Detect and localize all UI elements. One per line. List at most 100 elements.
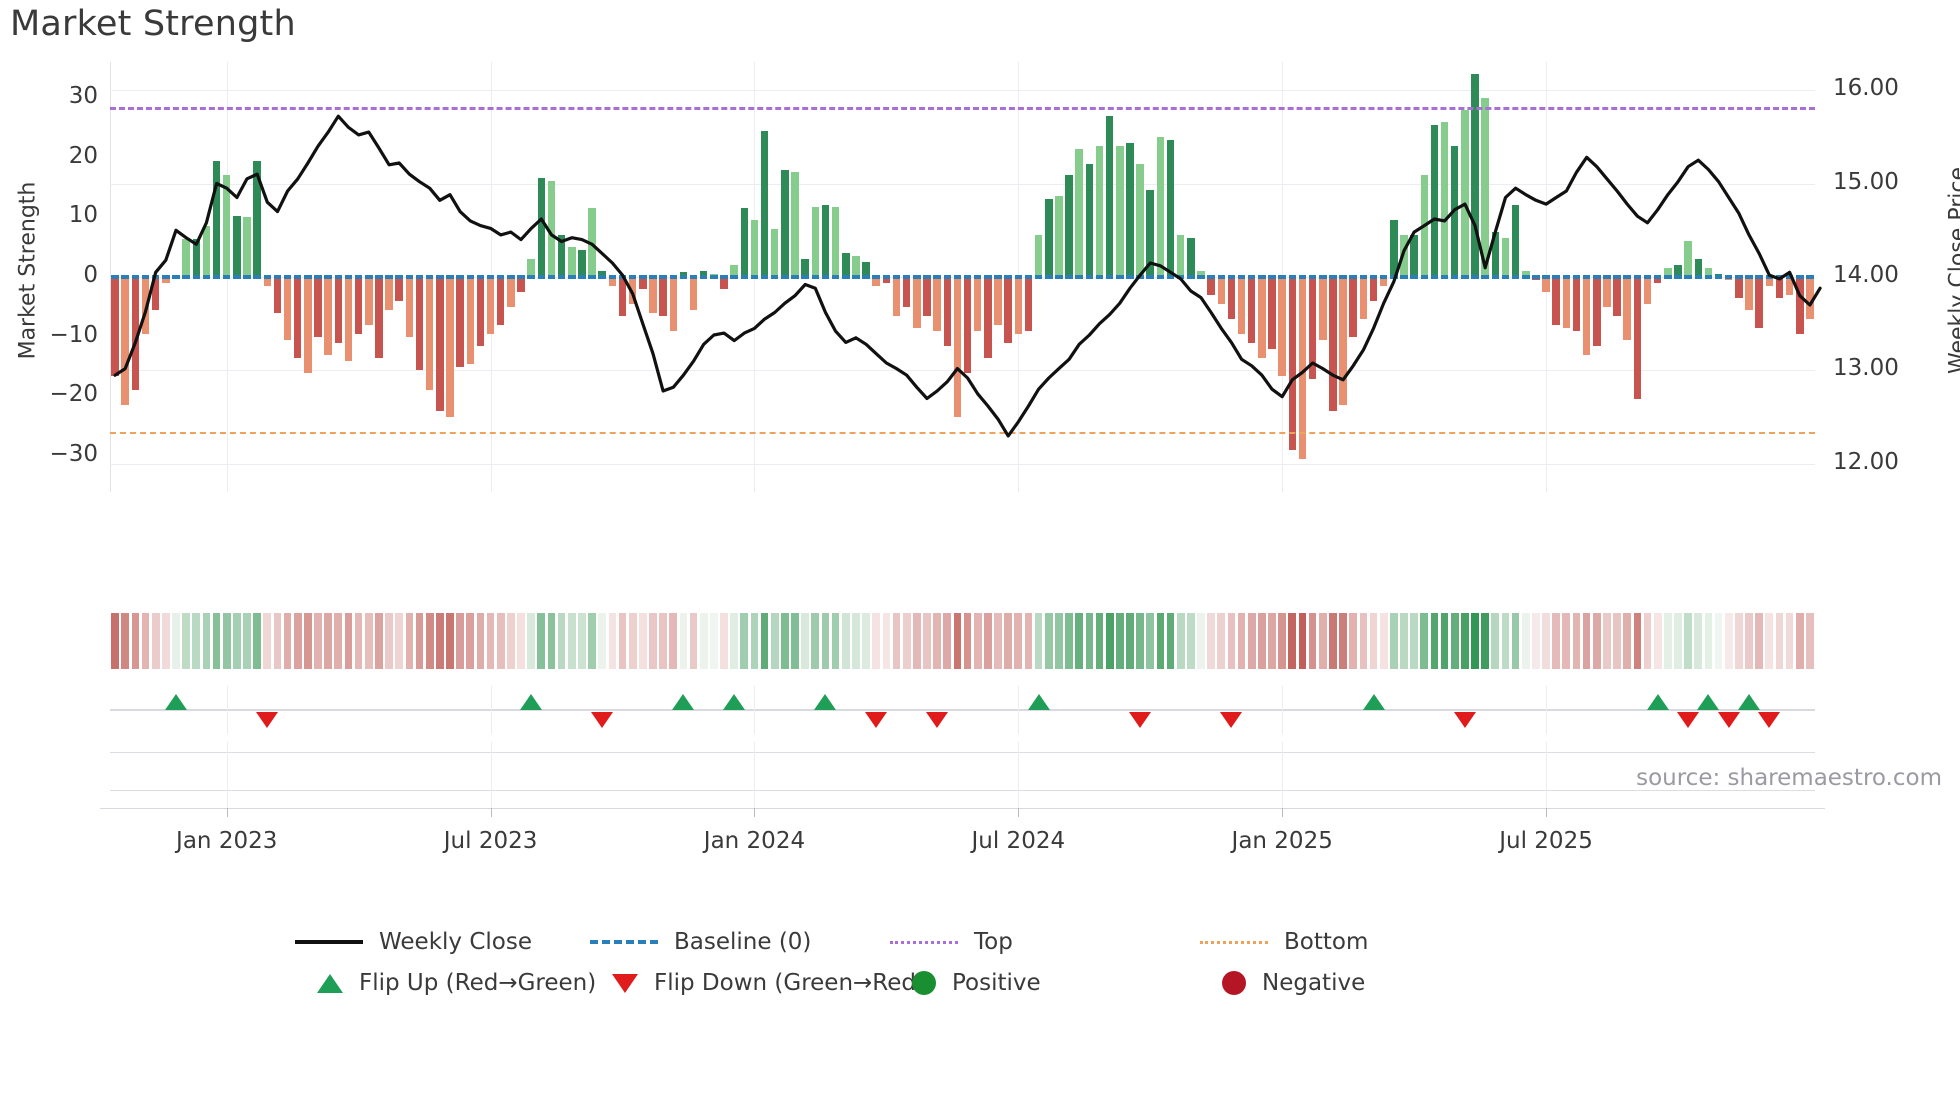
baseline-cap-115 [1278,275,1286,279]
legend-item-5[interactable]: Flip Up (Red→Green) [295,966,596,1000]
baseline-cap-73 [852,275,860,279]
bar-109 [1217,277,1226,304]
baseline-cap-75 [872,275,880,279]
heatmap-cell-68 [801,613,810,669]
heatmap-cell-132 [1450,613,1459,669]
gridline-h-4 [110,463,1815,465]
baseline-cap-95 [1075,275,1083,279]
legend-dotted-line-icon [890,940,958,944]
heatmap-cell-51 [628,613,637,669]
baseline-cap-67 [791,275,799,279]
heatmap-cell-74 [862,613,870,669]
heatmap-cell-67 [791,613,799,669]
legend-triangle-down-icon [612,973,638,993]
legend-item-7[interactable]: Positive [890,966,1041,1000]
heatmap-cell-152 [1653,613,1662,669]
baseline-cap-141 [1542,275,1550,279]
baseline-cap-89 [1014,275,1023,279]
baseline-cap-74 [862,275,870,279]
baseline-cap-143 [1562,275,1571,279]
baseline-cap-1 [121,275,129,279]
legend-item-6[interactable]: Flip Down (Green→Red) [590,966,925,1000]
lower-panel-gridline-0 [226,742,228,808]
bar-108 [1207,277,1215,295]
baseline-cap-160 [1735,275,1743,279]
baseline-cap-119 [1319,275,1327,279]
baseline-cap-99 [1116,275,1124,279]
heatmap-cell-121 [1339,613,1347,669]
heatmap-cell-19 [304,613,312,669]
heatmap-cell-84 [963,613,972,669]
bar-76 [882,277,891,283]
flip-up-marker-0 [164,694,187,710]
bar-86 [984,277,992,358]
heatmap-cell-134 [1471,613,1479,669]
heatmap-cell-159 [1724,613,1733,669]
heatmap-cell-107 [1197,613,1205,669]
baseline-cap-61 [730,275,738,279]
heatmap-cell-69 [811,613,820,669]
baseline-cap-85 [973,275,982,279]
heatmap-cell-146 [1592,613,1601,669]
heatmap-cell-26 [375,613,383,669]
flip-down-marker-8 [1717,712,1740,728]
bar-71 [831,206,840,277]
heatmap-cell-55 [669,613,678,669]
heatmap-cell-144 [1572,613,1581,669]
heatmap-cell-11 [222,613,231,669]
baseline-cap-106 [1187,275,1195,279]
y-tick-right-0: 16.00 [1833,75,1899,102]
bar-139 [1522,271,1530,277]
y-tick-right-1: 15.00 [1833,168,1899,195]
bar-167 [1806,277,1814,319]
bar-62 [740,208,749,277]
bar-58 [699,271,708,277]
bar-84 [963,277,972,373]
baseline-cap-63 [750,275,759,279]
bar-54 [659,277,667,316]
y-tick-right-4: 12.00 [1833,448,1899,475]
heatmap-cell-46 [578,613,586,669]
heatmap-cell-8 [192,613,201,669]
heatmap-cell-60 [720,613,728,669]
bar-82 [943,277,952,346]
baseline-cap-49 [608,275,617,279]
bar-115 [1278,277,1286,376]
baseline-cap-15 [263,275,272,279]
heatmap-cell-65 [770,613,779,669]
bar-143 [1562,277,1571,328]
heatmap-cell-30 [415,613,424,669]
bar-11 [222,175,231,277]
bottom-reference-line [110,432,1815,435]
heatmap-cell-149 [1623,613,1632,669]
heatmap-cell-158 [1714,613,1723,669]
heatmap-cell-66 [781,613,789,669]
bar-7 [182,239,190,277]
flip-up-marker-3 [723,694,746,710]
legend-item-2[interactable]: Baseline (0) [590,925,811,959]
baseline-cap-94 [1065,275,1073,279]
bar-151 [1643,277,1652,304]
bar-102 [1146,190,1154,277]
gridline-h-3 [110,370,1815,372]
bar-30 [415,277,424,370]
heatmap-cell-6 [172,613,180,669]
legend-item-1[interactable]: Weekly Close [295,925,532,959]
bar-10 [212,160,221,277]
heatmap-cell-115 [1278,613,1287,669]
legend-item-8[interactable]: Negative [1200,966,1365,1000]
bar-117 [1298,277,1307,460]
legend-item-3[interactable]: Top [890,925,1013,959]
heatmap-cell-49 [608,613,617,669]
bar-81 [933,277,941,331]
flipband-gridline-0 [226,686,228,734]
heatmap-cell-47 [588,613,596,669]
baseline-cap-55 [669,275,677,279]
heatmap-cell-85 [973,613,982,669]
bar-42 [537,178,546,277]
flip-band-axis [110,709,1815,711]
baseline-cap-147 [1603,275,1611,279]
legend-item-4[interactable]: Bottom [1200,925,1368,959]
baseline-cap-135 [1481,275,1489,279]
